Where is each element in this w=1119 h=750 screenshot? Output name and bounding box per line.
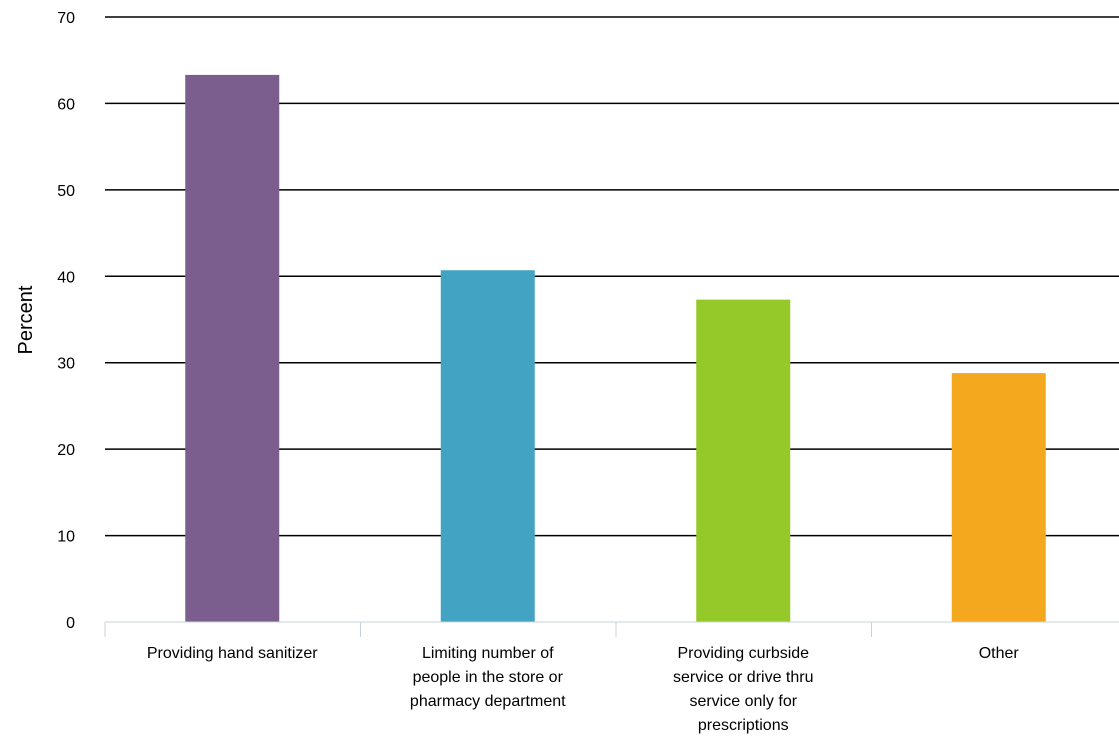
y-tick-label: 60 xyxy=(57,96,75,113)
y-tick-label: 40 xyxy=(57,269,75,286)
x-category-label-line: Other xyxy=(979,645,1020,662)
y-axis-ticks: 0 10 20 30 40 50 60 70 xyxy=(57,10,75,632)
x-category-label-line: service or drive thru xyxy=(673,669,814,686)
x-category-label-line: Providing curbside xyxy=(677,645,809,662)
x-axis-category-labels: Providing hand sanitizer Limiting number … xyxy=(147,645,1020,734)
x-category-label-line: pharmacy department xyxy=(410,693,566,710)
bar xyxy=(696,299,791,622)
x-category-label: Providing hand sanitizer xyxy=(147,645,318,662)
y-tick-label: 0 xyxy=(66,615,75,632)
x-category-label-line: people in the store or xyxy=(413,669,564,686)
bars xyxy=(185,74,1046,622)
x-category-label: Limiting number of people in the store or… xyxy=(410,645,566,710)
bar xyxy=(440,270,535,622)
x-axis xyxy=(104,621,1119,637)
x-category-label-line: Providing hand sanitizer xyxy=(147,645,318,662)
x-category-label: Providing curbside service or drive thru s… xyxy=(673,645,814,734)
y-tick-label: 70 xyxy=(57,10,75,27)
y-axis-title: Percent xyxy=(15,285,37,354)
y-tick-label: 10 xyxy=(57,529,75,546)
x-category-label-line: service only for xyxy=(689,693,797,710)
x-category-label-line: prescriptions xyxy=(698,717,789,734)
y-tick-label: 50 xyxy=(57,183,75,200)
y-tick-label: 20 xyxy=(57,442,75,459)
x-category-label: Other xyxy=(979,645,1020,662)
bar xyxy=(951,373,1046,622)
y-tick-label: 30 xyxy=(57,356,75,373)
bar xyxy=(185,74,280,622)
x-category-label-line: Limiting number of xyxy=(422,645,554,662)
